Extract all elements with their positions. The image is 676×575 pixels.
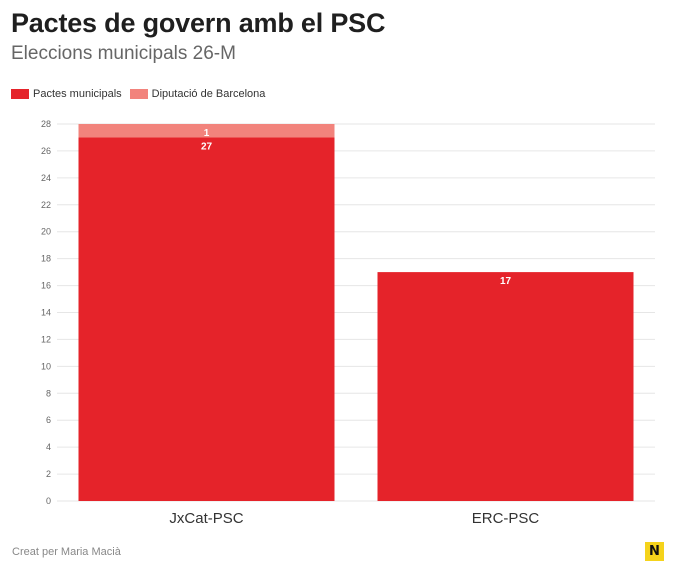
y-tick-label: 8 [46, 388, 51, 398]
y-tick-label: 22 [41, 200, 51, 210]
bar-value-label: 17 [500, 276, 512, 287]
bar-value-label: 27 [201, 141, 213, 152]
y-tick-label: 18 [41, 254, 51, 264]
chart-subtitle: Eleccions municipals 26-M [11, 43, 236, 64]
bar-segment [78, 124, 335, 138]
legend-swatch-pactes-municipals [11, 89, 29, 99]
y-tick-label: 0 [46, 496, 51, 506]
chart-title: Pactes de govern amb el PSC [11, 8, 386, 38]
x-category-label: ERC-PSC [472, 510, 540, 527]
y-tick-label: 24 [41, 173, 51, 183]
legend-label-diputacio: Diputació de Barcelona [151, 88, 266, 100]
y-tick-label: 4 [46, 442, 51, 452]
y-tick-label: 28 [41, 119, 51, 129]
brand-logo-letter: N [649, 544, 660, 559]
brand-logo: N [645, 542, 664, 561]
y-tick-label: 10 [41, 361, 51, 371]
bar-segment [78, 137, 335, 501]
y-tick-label: 20 [41, 227, 51, 237]
bar-chart: 0246810121416182022242628271JxCat-PSC17E… [41, 119, 655, 527]
x-category-label: JxCat-PSC [169, 510, 243, 527]
legend-item-diputacio[interactable]: Diputació de Barcelona [129, 88, 266, 100]
y-tick-label: 12 [41, 334, 51, 344]
bar-value-label: 1 [204, 128, 210, 139]
y-tick-label: 6 [46, 415, 51, 425]
y-tick-label: 26 [41, 146, 51, 156]
legend-item-pactes-municipals[interactable]: Pactes municipals [11, 88, 122, 100]
bar-segment [377, 272, 634, 501]
y-tick-label: 14 [41, 308, 51, 318]
legend-swatch-diputacio [129, 89, 148, 99]
y-tick-label: 16 [41, 281, 51, 291]
y-tick-label: 2 [46, 469, 51, 479]
legend-label-pactes-municipals: Pactes municipals [33, 88, 122, 100]
credit-text: Creat per Maria Macià [12, 546, 121, 558]
legend: Pactes municipals Diputació de Barcelona [11, 88, 273, 100]
